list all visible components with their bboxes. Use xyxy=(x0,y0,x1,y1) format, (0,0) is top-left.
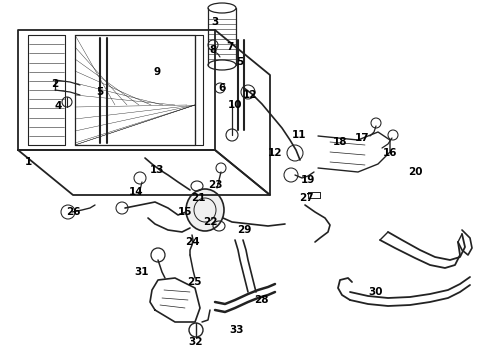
Text: 30: 30 xyxy=(369,287,383,297)
Text: 16: 16 xyxy=(383,148,397,158)
Text: 32: 32 xyxy=(189,337,203,347)
Text: 2: 2 xyxy=(51,79,59,89)
Text: 13: 13 xyxy=(150,165,164,175)
Text: 12: 12 xyxy=(268,148,282,158)
Text: 6: 6 xyxy=(219,83,225,93)
Text: 3: 3 xyxy=(211,17,219,27)
Text: 25: 25 xyxy=(187,277,201,287)
Text: 31: 31 xyxy=(135,267,149,277)
Text: 29: 29 xyxy=(237,225,251,235)
Text: 27: 27 xyxy=(299,193,313,203)
Text: 26: 26 xyxy=(66,207,80,217)
Text: 22: 22 xyxy=(203,217,217,227)
Text: 15: 15 xyxy=(178,207,192,217)
Text: 7: 7 xyxy=(226,42,234,52)
Text: 21: 21 xyxy=(191,193,205,203)
Text: 5: 5 xyxy=(97,87,103,97)
Ellipse shape xyxy=(186,189,224,231)
Text: 1: 1 xyxy=(24,157,32,167)
Text: 10: 10 xyxy=(228,100,242,110)
Text: 19: 19 xyxy=(301,175,315,185)
Text: 28: 28 xyxy=(254,295,268,305)
Text: 14: 14 xyxy=(129,187,143,197)
Text: 5: 5 xyxy=(236,57,244,67)
Text: 24: 24 xyxy=(185,237,199,247)
Text: 17: 17 xyxy=(355,133,369,143)
Text: 33: 33 xyxy=(230,325,244,335)
Text: 20: 20 xyxy=(408,167,422,177)
Text: 23: 23 xyxy=(208,180,222,190)
Text: 18: 18 xyxy=(333,137,347,147)
Text: 4: 4 xyxy=(54,101,62,111)
Text: 12: 12 xyxy=(243,90,257,100)
Text: 9: 9 xyxy=(153,67,161,77)
Text: 11: 11 xyxy=(292,130,306,140)
Text: 8: 8 xyxy=(209,45,217,55)
